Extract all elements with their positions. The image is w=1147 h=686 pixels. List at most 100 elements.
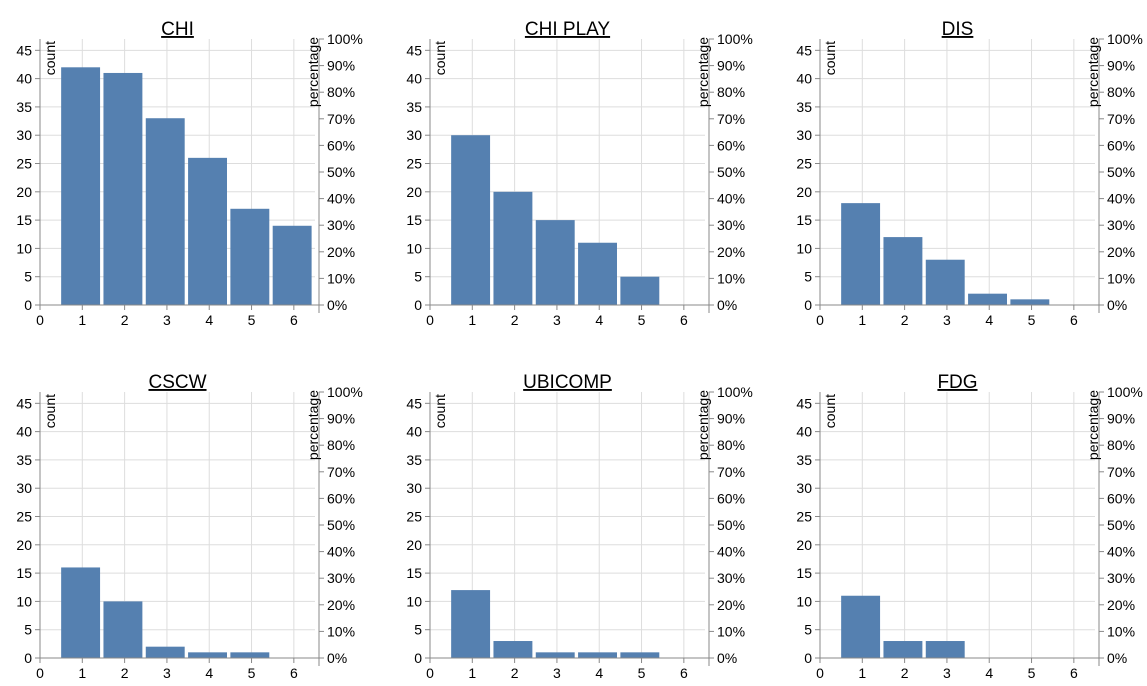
bar-2 xyxy=(883,237,923,305)
bar-1 xyxy=(451,135,491,305)
y2-tick-label: 90% xyxy=(1107,58,1135,74)
bar-1 xyxy=(841,203,881,305)
y2-axis-title: percentage xyxy=(695,390,711,460)
x-tick-label: 2 xyxy=(901,665,909,681)
x-tick-label: 0 xyxy=(816,312,824,328)
x-tick-label: 2 xyxy=(901,312,909,328)
y-tick-label: 0 xyxy=(24,650,32,666)
y2-tick-label: 100% xyxy=(1107,31,1143,47)
y-tick-label: 5 xyxy=(414,622,422,638)
x-tick-label: 1 xyxy=(78,665,86,681)
y2-tick-label: 20% xyxy=(1107,597,1135,613)
y2-tick-label: 60% xyxy=(327,490,355,506)
y-tick-label: 15 xyxy=(796,212,812,228)
bar-4 xyxy=(968,293,1007,305)
chart-title: DIS xyxy=(942,19,974,40)
x-tick-label: 6 xyxy=(680,665,688,681)
y2-tick-label: 100% xyxy=(327,31,363,47)
y-tick-label: 10 xyxy=(796,240,812,256)
y2-tick-label: 70% xyxy=(1107,111,1135,127)
y2-tick-label: 50% xyxy=(1107,164,1135,180)
y-tick-label: 45 xyxy=(16,42,32,58)
y-tick-label: 15 xyxy=(796,565,812,581)
bar-5 xyxy=(230,208,270,305)
x-tick-label: 5 xyxy=(1028,312,1036,328)
y2-tick-label: 100% xyxy=(327,384,363,400)
y-tick-label: 35 xyxy=(796,99,812,115)
y-tick-label: 30 xyxy=(796,480,812,496)
bar-5 xyxy=(620,276,660,305)
x-tick-label: 3 xyxy=(163,665,171,681)
x-tick-label: 3 xyxy=(943,665,951,681)
y2-axis-title: percentage xyxy=(1085,390,1101,460)
y-axis-title: count xyxy=(42,41,58,75)
y2-tick-label: 20% xyxy=(1107,244,1135,260)
y-tick-label: 0 xyxy=(804,297,812,313)
y2-tick-label: 80% xyxy=(1107,437,1135,453)
bar-3 xyxy=(535,220,575,305)
bar-3 xyxy=(145,118,185,305)
y2-tick-label: 90% xyxy=(327,58,355,74)
x-tick-label: 4 xyxy=(205,665,213,681)
y-tick-label: 30 xyxy=(16,127,32,143)
y2-tick-label: 50% xyxy=(1107,517,1135,533)
y-tick-label: 10 xyxy=(16,593,32,609)
x-tick-label: 4 xyxy=(205,312,213,328)
bar-3 xyxy=(535,652,575,658)
bar-2 xyxy=(103,601,143,658)
y-tick-label: 25 xyxy=(406,509,422,525)
y-tick-label: 20 xyxy=(406,184,422,200)
y2-tick-label: 20% xyxy=(327,244,355,260)
x-tick-label: 0 xyxy=(426,665,434,681)
y-tick-label: 40 xyxy=(406,71,422,87)
y-tick-label: 30 xyxy=(406,127,422,143)
x-tick-label: 0 xyxy=(816,665,824,681)
y-tick-label: 40 xyxy=(406,424,422,440)
bar-3 xyxy=(145,646,185,658)
y2-axis-title: percentage xyxy=(305,390,321,460)
x-tick-label: 5 xyxy=(638,312,646,328)
y-axis-title: count xyxy=(822,394,838,428)
y-tick-label: 40 xyxy=(796,71,812,87)
y2-tick-label: 0% xyxy=(1107,650,1127,666)
y2-tick-label: 10% xyxy=(1107,270,1135,286)
y-tick-label: 10 xyxy=(406,240,422,256)
y-tick-label: 0 xyxy=(24,297,32,313)
y2-tick-label: 10% xyxy=(327,623,355,639)
y2-tick-label: 30% xyxy=(1107,570,1135,586)
y2-tick-label: 10% xyxy=(1107,623,1135,639)
y2-tick-label: 0% xyxy=(327,650,347,666)
y-tick-label: 15 xyxy=(406,565,422,581)
y2-tick-label: 20% xyxy=(717,244,745,260)
y2-tick-label: 30% xyxy=(717,217,745,233)
y-tick-label: 5 xyxy=(804,269,812,285)
y-axis-title: count xyxy=(432,41,448,75)
y2-tick-label: 30% xyxy=(327,570,355,586)
y2-tick-label: 100% xyxy=(717,31,753,47)
x-tick-label: 6 xyxy=(290,312,298,328)
y2-axis-title: percentage xyxy=(305,37,321,107)
chart-title: CHI xyxy=(161,19,194,40)
x-tick-label: 5 xyxy=(638,665,646,681)
y-tick-label: 15 xyxy=(16,212,32,228)
x-tick-label: 2 xyxy=(511,312,519,328)
y-tick-label: 10 xyxy=(16,240,32,256)
x-tick-label: 5 xyxy=(1028,665,1036,681)
y2-tick-label: 50% xyxy=(327,164,355,180)
bar-4 xyxy=(188,652,227,658)
x-tick-label: 4 xyxy=(985,665,993,681)
chart-title: UBICOMP xyxy=(523,372,612,393)
y-tick-label: 20 xyxy=(796,537,812,553)
y2-tick-label: 60% xyxy=(717,137,745,153)
y-tick-label: 45 xyxy=(406,42,422,58)
y2-tick-label: 30% xyxy=(327,217,355,233)
x-tick-label: 1 xyxy=(468,665,476,681)
y-tick-label: 0 xyxy=(414,297,422,313)
y-tick-label: 30 xyxy=(406,480,422,496)
x-tick-label: 2 xyxy=(121,312,129,328)
x-tick-label: 6 xyxy=(1070,312,1078,328)
x-tick-label: 0 xyxy=(36,665,44,681)
y-tick-label: 10 xyxy=(796,593,812,609)
bar-4 xyxy=(578,652,617,658)
